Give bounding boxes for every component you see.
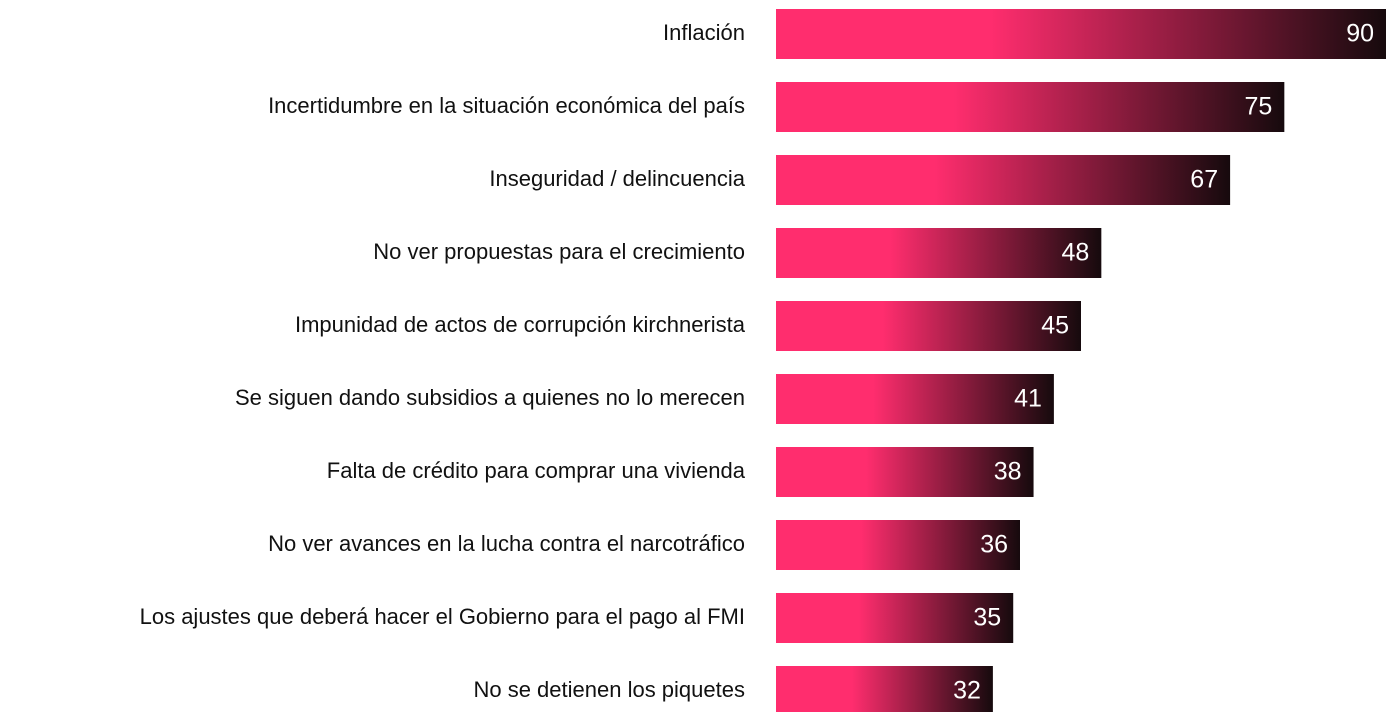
category-label: Se siguen dando subsidios a quienes no l… — [235, 385, 745, 410]
value-label: 36 — [980, 531, 1008, 559]
bar — [776, 301, 1081, 351]
value-label: 35 — [973, 604, 1001, 632]
value-label: 90 — [1346, 20, 1374, 48]
category-label: Incertidumbre en la situación económica … — [268, 93, 745, 118]
bar — [776, 155, 1231, 205]
category-label: No ver propuestas para el crecimiento — [373, 239, 745, 264]
value-label: 48 — [1062, 239, 1090, 267]
value-label: 45 — [1041, 312, 1069, 340]
category-label: Inseguridad / delincuencia — [489, 166, 745, 191]
value-label: 38 — [994, 458, 1022, 486]
bar — [776, 593, 1014, 643]
bar — [776, 520, 1020, 570]
category-label: Los ajustes que deberá hacer el Gobierno… — [140, 604, 745, 629]
bar — [776, 447, 1034, 497]
value-label: 41 — [1014, 385, 1042, 413]
category-label: Inflación — [663, 20, 745, 45]
bar — [776, 228, 1102, 278]
bar — [776, 374, 1054, 424]
bar — [776, 9, 1386, 59]
bar — [776, 666, 993, 712]
category-label: Impunidad de actos de corrupción kirchne… — [295, 312, 746, 337]
bar — [776, 82, 1285, 132]
value-label: 32 — [953, 677, 981, 705]
category-label: Falta de crédito para comprar una vivien… — [327, 458, 746, 483]
value-label: 67 — [1190, 166, 1218, 194]
value-label: 75 — [1245, 93, 1273, 121]
category-label: No se detienen los piquetes — [473, 677, 745, 702]
category-label: No ver avances en la lucha contra el nar… — [268, 531, 745, 556]
